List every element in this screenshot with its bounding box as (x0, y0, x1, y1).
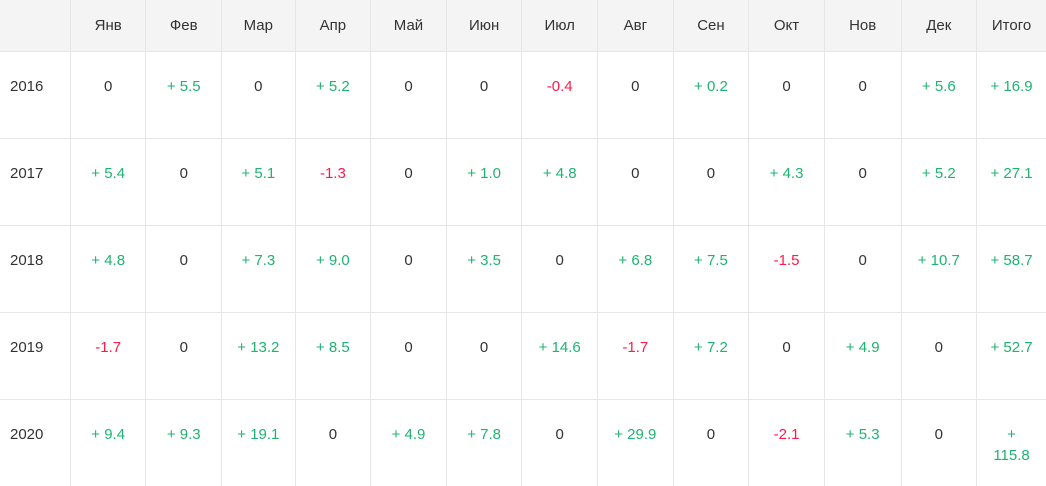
value-cell: 0 (597, 138, 674, 226)
value-cell: 0 (70, 51, 147, 139)
total-cell: + 115.8 (993, 425, 1030, 464)
value-cell: 0 (446, 312, 523, 400)
table-body: 2016 0 + 5.5 0 + 5.2 0 0 -0.4 0 + 0.2 0 0 + 5.6 + 16.… (0, 51, 1046, 486)
value-cell: + 8.5 (295, 312, 372, 400)
value-cell: -2.1 (748, 399, 825, 486)
value-cell: + 29.9 (597, 399, 674, 486)
column-header: Дек (901, 0, 978, 52)
value-cell: + 5.2 (295, 51, 372, 139)
value-cell: 0 (521, 399, 599, 486)
value-cell: -1.7 (597, 312, 674, 400)
total-cell: + 58.7 (976, 225, 1046, 313)
value-cell: 0 (145, 225, 223, 313)
value-cell: + 4.9 (370, 399, 447, 486)
value-cell: + 4.8 (70, 225, 147, 313)
value-cell: + 14.6 (521, 312, 599, 400)
value-cell: 0 (824, 51, 902, 139)
value-cell: + 5.3 (824, 399, 902, 486)
value-cell: + 7.3 (221, 225, 296, 313)
value-cell: 0 (446, 51, 523, 139)
year-cell: 2019 (0, 312, 71, 400)
column-header: Итого (976, 0, 1046, 52)
value-cell: 0 (221, 51, 296, 139)
year-cell: 2020 (0, 399, 71, 486)
value-cell: + 7.5 (673, 225, 750, 313)
column-header: Май (370, 0, 447, 52)
year-cell: 2018 (0, 225, 71, 313)
value-cell: 0 (521, 225, 599, 313)
column-header: Июн (446, 0, 523, 52)
value-cell: + 3.5 (446, 225, 523, 313)
value-cell: 0 (824, 225, 902, 313)
column-header: Янв (70, 0, 147, 52)
value-cell: 0 (370, 225, 447, 313)
value-cell: 0 (370, 312, 447, 400)
total-cell: + 27.1 (976, 138, 1046, 226)
value-cell: + 7.2 (673, 312, 750, 400)
value-cell: 0 (901, 399, 978, 486)
table-row: 2020 + 9.4 + 9.3 + 19.1 0 + 4.9 + 7.8 0 + 29.9 0-… (0, 399, 1046, 486)
value-cell: 0 (748, 312, 825, 400)
column-header: Мар (221, 0, 296, 52)
value-cell: + 7.8 (446, 399, 523, 486)
column-header: Нов (824, 0, 902, 52)
table-row: 2017 + 5.4 0 + 5.1 -1.3 0 + 1.0 + 4.8 0 0 + 4.3 0 + … (0, 138, 1046, 226)
value-cell: + 9.4 (70, 399, 147, 486)
column-header: Окт (748, 0, 825, 52)
value-cell: + 5.6 (901, 51, 978, 139)
value-cell: + 1.0 (446, 138, 523, 226)
value-cell: + 9.3 (145, 399, 223, 486)
value-cell: + 6.8 (597, 225, 674, 313)
value-cell: 0 (370, 51, 447, 139)
value-cell: + 5.5 (145, 51, 223, 139)
value-cell: + 5.4 (70, 138, 147, 226)
value-cell: -1.3 (295, 138, 372, 226)
column-header: Сен (673, 0, 750, 52)
column-header: Фев (145, 0, 223, 52)
value-cell: 0 (145, 312, 223, 400)
value-cell: + 4.3 (748, 138, 825, 226)
value-cell: -0.4 (521, 51, 599, 139)
value-cell: 0 (145, 138, 223, 226)
value-cell: + 4.8 (521, 138, 599, 226)
value-cell: + 5.2 (901, 138, 978, 226)
value-cell: + 10.7 (901, 225, 978, 313)
value-cell: + 19.1 (221, 399, 296, 486)
header-corner (0, 0, 71, 52)
value-cell: 0 (673, 138, 750, 226)
value-cell: 0 (370, 138, 447, 226)
value-cell: + 13.2 (221, 312, 296, 400)
table-row: 2019 -1.7 0 + 13.2 + 8.5 0 0 + 14.6 -1.7 + 7.2 0 + … (0, 312, 1046, 400)
value-cell: 0 (673, 399, 750, 486)
value-cell: + 5.1 (221, 138, 296, 226)
header-row: Янв Фев Мар Апр Май Июн Июл Авг Сен Окт Нов Дек Итог… (0, 0, 1046, 52)
value-cell: -1.5 (748, 225, 825, 313)
column-header: Апр (295, 0, 372, 52)
value-cell: + 4.9 (824, 312, 902, 400)
value-cell: + 9.0 (295, 225, 372, 313)
value-cell: -1.7 (70, 312, 147, 400)
value-cell: 0 (824, 138, 902, 226)
value-cell: 0 (295, 399, 372, 486)
value-cell: 0 (748, 51, 825, 139)
value-cell: 0 (597, 51, 674, 139)
year-cell: 2017 (0, 138, 71, 226)
value-cell: 0 (901, 312, 978, 400)
table-row: 2016 0 + 5.5 0 + 5.2 0 0 -0.4 0 + 0.2 0 0 + 5.6 + 16.… (0, 51, 1046, 139)
column-header: Июл (521, 0, 599, 52)
value-cell: + 0.2 (673, 51, 750, 139)
total-cell: + 16.9 (976, 51, 1046, 139)
column-header: Авг (597, 0, 674, 52)
table-row: 2018 + 4.8 0 + 7.3 + 9.0 0 + 3.5 0 + 6.8 + 7.5 -1.… (0, 225, 1046, 313)
year-cell: 2016 (0, 51, 71, 139)
total-cell: + 52.7 (976, 312, 1046, 400)
